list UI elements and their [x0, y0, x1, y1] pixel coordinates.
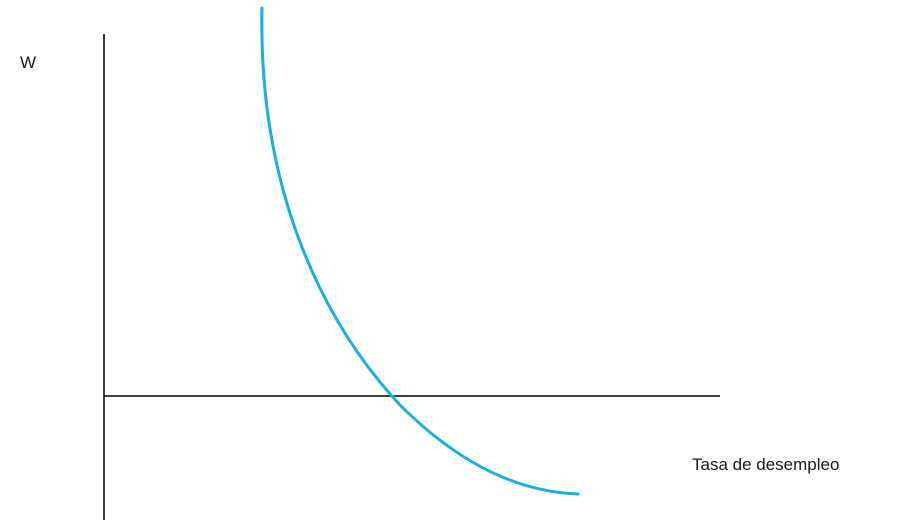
downward-sloping-curve [260, 6, 580, 496]
x-axis-label: Tasa de desempleo [692, 455, 840, 474]
y-axis-label: W [20, 53, 37, 72]
